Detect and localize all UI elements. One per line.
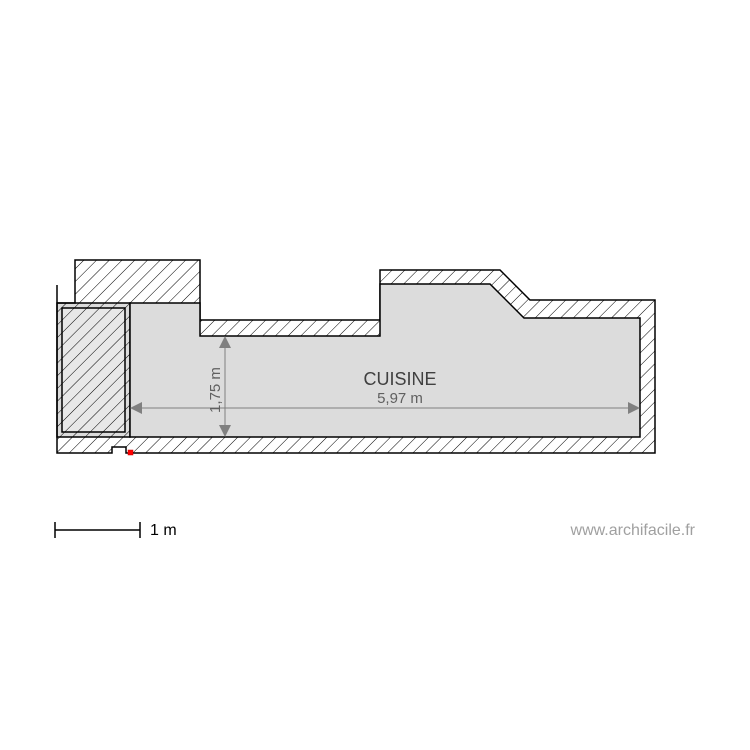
door-marker xyxy=(128,450,133,455)
watermark: www.archifacile.fr xyxy=(570,522,696,539)
dimension-label-width: 5,97 m xyxy=(377,390,423,407)
room-label: CUISINE xyxy=(363,369,436,389)
scale-bar: 1 m xyxy=(55,522,177,539)
scale-label: 1 m xyxy=(150,522,177,539)
wall-mass xyxy=(57,260,655,453)
dimension-label-height: 1,75 m xyxy=(207,367,224,413)
